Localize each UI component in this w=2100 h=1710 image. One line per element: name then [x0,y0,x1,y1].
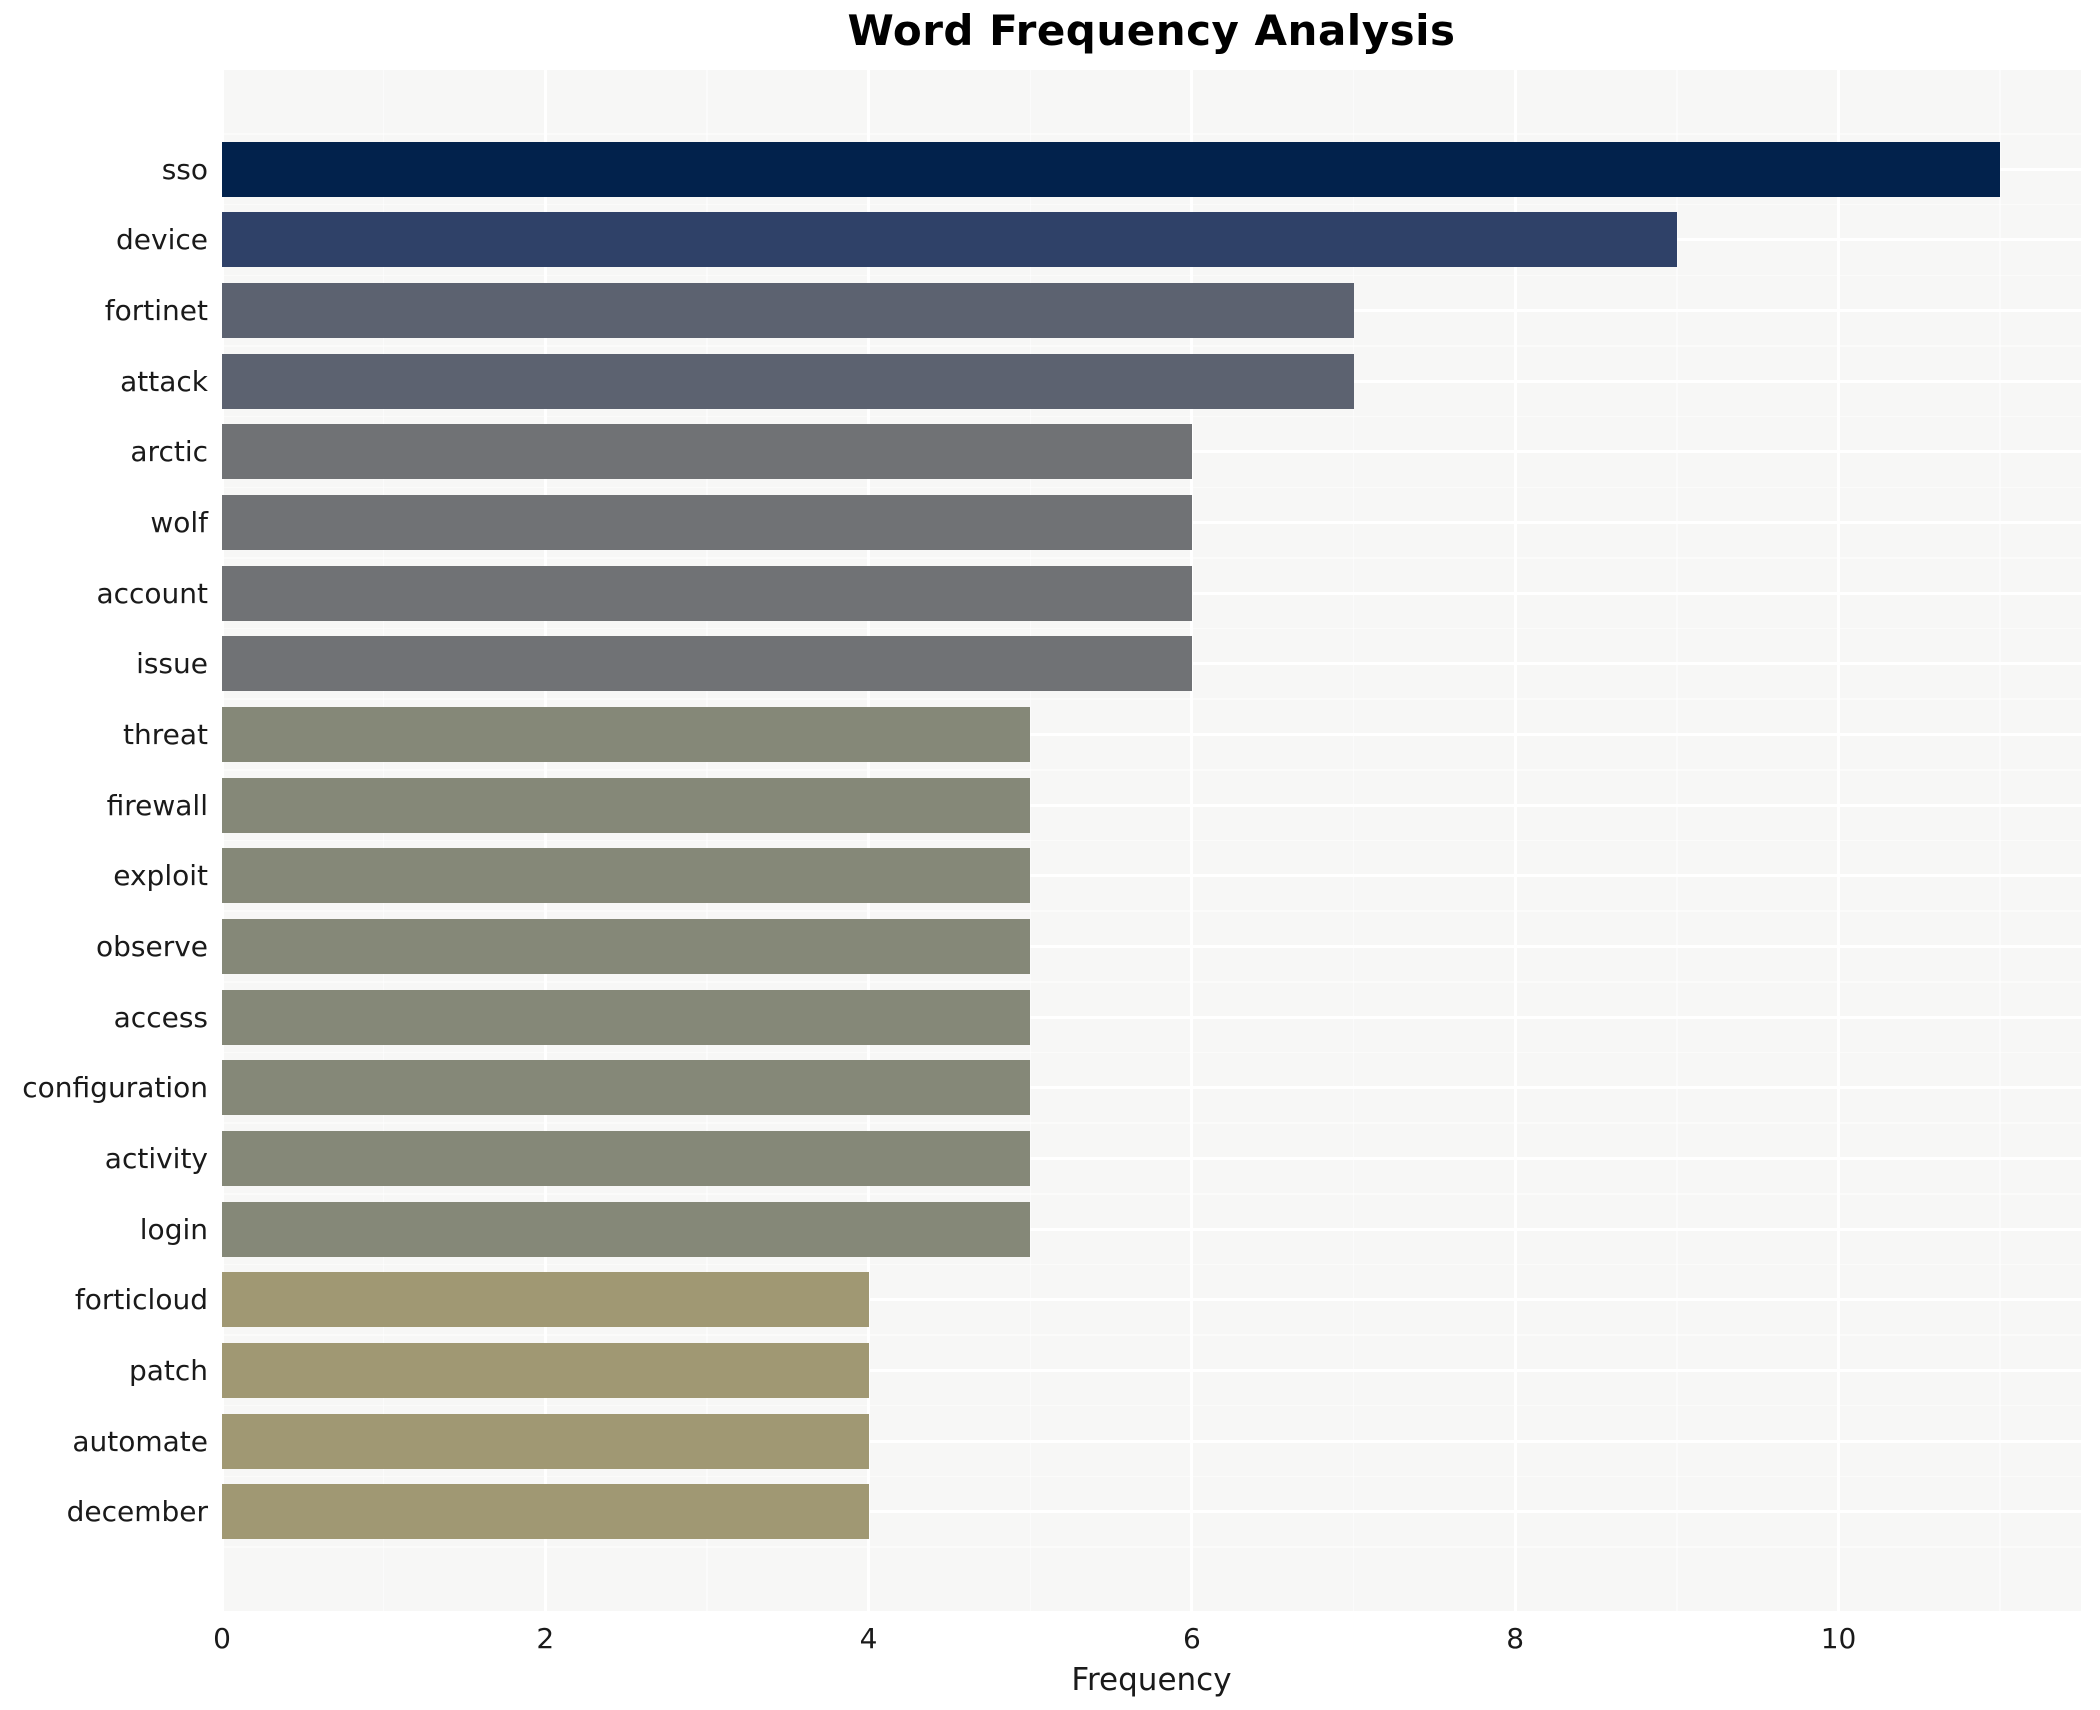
gridline-y-major [222,944,2081,948]
y-tick-label-fortinet: fortinet [104,294,208,328]
gridline-y-minor [222,1546,2081,1548]
y-tick-label-firewall: firewall [106,788,208,822]
gridline-x-minor [706,70,708,1611]
bar-arctic [222,424,1192,480]
gridline-y-minor [222,133,2081,135]
gridline-y-minor [222,415,2081,418]
gridline-x-minor [1999,70,2001,1611]
bar-threat [222,707,1031,763]
x-tick-label-2: 2 [536,1622,555,1655]
gridline-y-minor [222,486,2081,488]
gridline-y-major [222,1298,2081,1302]
gridline-y-minor [222,1051,2081,1054]
y-tick-label-attack: attack [120,364,208,398]
gridline-x-major [220,70,224,1611]
gridline-y-minor [222,1122,2081,1124]
chart-title: Word Frequency Analysis [847,6,1456,55]
y-tick-label-login: login [139,1212,208,1246]
y-tick-label-activity: activity [104,1141,208,1175]
bar-wolf [222,495,1192,551]
bar-account [222,565,1192,621]
x-tick-label-6: 6 [1182,1622,1201,1655]
gridline-y-major [222,1015,2081,1019]
y-tick-label-exploit: exploit [113,859,208,893]
bar-automate [222,1413,869,1469]
y-tick-label-observe: observe [95,929,208,963]
gridline-y-minor [222,910,2081,912]
bar-observe [222,918,1031,974]
gridline-y-major [222,874,2081,878]
gridline-x-major [1837,70,1841,1611]
y-tick-label-access: access [113,1000,208,1034]
bar-device [222,212,1677,268]
y-tick-label-configuration: configuration [22,1071,208,1105]
bar-firewall [222,777,1031,833]
y-tick-label-threat: threat [123,718,208,751]
x-tick-label-4: 4 [859,1622,878,1655]
y-tick-label-december: december [66,1495,208,1529]
gridline-x-major [867,70,871,1611]
bar-fortinet [222,283,1354,339]
y-tick-label-wolf: wolf [150,506,208,540]
bar-login [222,1201,1031,1257]
bar-configuration [222,1060,1031,1116]
gridline-y-major [222,1368,2081,1372]
x-tick-label-10: 10 [1820,1622,1857,1655]
gridline-y-minor [222,345,2081,347]
y-tick-label-patch: patch [128,1353,208,1387]
gridline-x-major [1190,70,1194,1611]
gridline-y-minor [222,1475,2081,1478]
y-tick-label-issue: issue [136,647,208,681]
gridline-y-minor [222,698,2081,700]
gridline-y-major [222,1510,2081,1514]
plot-panel [220,70,2081,1611]
bar-exploit [222,848,1031,904]
gridline-y-minor [222,981,2081,983]
gridline-x-minor [1352,70,1355,1611]
gridline-y-minor [222,627,2081,630]
bar-sso [222,141,2001,197]
y-tick-label-forticloud: forticloud [74,1283,208,1317]
bar-patch [222,1342,869,1398]
y-tick-label-arctic: arctic [130,435,208,469]
gridline-x-minor [1676,70,1678,1611]
bar-activity [222,1130,1031,1186]
gridline-y-major [222,1086,2081,1090]
bar-access [222,989,1031,1045]
gridline-x-major [1513,70,1517,1611]
gridline-y-major [222,1227,2081,1231]
x-tick-label-0: 0 [213,1622,231,1655]
x-axis-title: Frequency [1071,1662,1232,1698]
gridline-y-minor [222,1263,2081,1266]
gridline-y-major [222,1439,2081,1443]
gridline-y-minor [222,203,2081,206]
bar-december [222,1484,869,1540]
gridline-y-major [222,733,2081,737]
y-tick-label-device: device [116,223,208,257]
gridline-y-minor [222,274,2081,277]
gridline-y-minor [222,1334,2081,1336]
gridline-x-minor [1029,70,1031,1611]
y-tick-label-sso: sso [161,152,208,186]
y-tick-label-account: account [96,576,208,610]
y-axis-labels: sso device fortinet attack arctic wolf account… [0,70,208,1611]
gridline-y-minor [222,839,2081,842]
gridline-y-major [222,1156,2081,1160]
x-tick-label-8: 8 [1506,1622,1525,1655]
bar-issue [222,636,1192,692]
bar-attack [222,353,1354,409]
gridline-y-minor [222,1404,2081,1407]
gridline-x-major [543,70,547,1611]
gridline-y-minor [222,769,2081,771]
y-tick-label-automate: automate [72,1424,208,1458]
gridline-x-minor [382,70,385,1611]
gridline-y-minor [222,1193,2081,1195]
bar-forticloud [222,1272,869,1328]
gridline-y-minor [222,557,2081,559]
gridline-y-major [222,803,2081,807]
